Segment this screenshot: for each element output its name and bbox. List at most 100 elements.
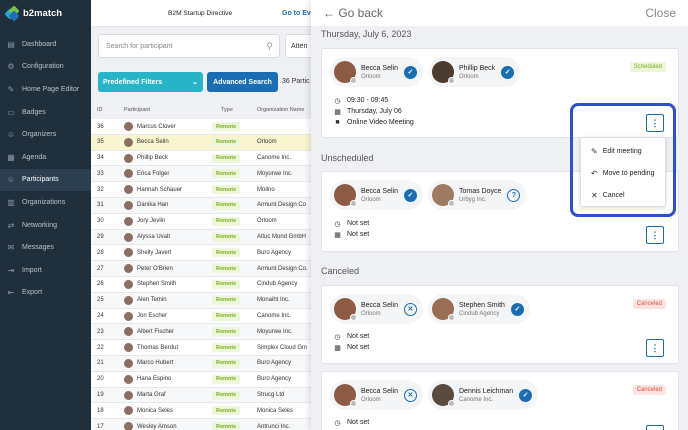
table-row[interactable]: 32 Hannah Schauer Remote Mollno (91, 182, 311, 198)
participant-name[interactable]: Peter O'Brien (137, 265, 173, 272)
canceled-heading: Canceled (321, 266, 360, 276)
participant-name[interactable]: Alyssa Uvalt (137, 234, 171, 241)
calendar-icon: ▦ (334, 344, 341, 352)
table-row[interactable]: 27 Peter O'Brien Remote Armunt Design Co. (91, 261, 311, 277)
more-options-button[interactable]: ⋮ (646, 339, 664, 357)
row-id: 32 (97, 186, 104, 193)
attendance-select[interactable]: Atten (285, 34, 311, 58)
participant-name[interactable]: Marco Hubert (137, 360, 174, 367)
close-button[interactable]: Close (645, 6, 676, 20)
participant-name[interactable]: Marta Graf (137, 392, 166, 399)
avatar (124, 169, 133, 179)
row-id: 24 (97, 313, 104, 320)
participant-chip[interactable]: Becca Selin Orloom ✓ (330, 180, 423, 210)
more-options-button[interactable]: ⋮ (646, 114, 664, 132)
search-input[interactable]: Search for participant ⚲ (98, 34, 280, 58)
sidebar-item-organizations[interactable]: ▥ Organizations (0, 191, 91, 214)
sidebar-item-configuration[interactable]: ⚙ Configuration (0, 56, 91, 79)
table-row[interactable]: 20 Hana Espino Remote Buro Agency (91, 371, 311, 388)
participant-name[interactable]: Alen Temin (137, 297, 167, 304)
table-row[interactable]: 17 Wesley Amson Remote Antrunci Inc. (91, 419, 311, 430)
edit-meeting-menu-item[interactable]: ✎ Edit meeting (591, 147, 642, 156)
sidebar-item-home-page-editor[interactable]: ✎ Home Page Editor (0, 78, 91, 101)
table-row[interactable]: 19 Marta Graf Remote Strucg Ltd (91, 387, 311, 404)
status-badge: Scheduled (629, 62, 666, 72)
participant-chip[interactable]: Becca Selin Orloom ✕ (330, 294, 423, 324)
sidebar-item-networking[interactable]: ⇄ Networking (0, 214, 91, 237)
table-row[interactable]: 24 Jon Escher Remote Canome Inc. (91, 308, 311, 325)
table-row[interactable]: 25 Alen Temin Remote Monaiht Inc. (91, 292, 311, 309)
table-row[interactable]: 26 Stephen Smith Remote Cindub Agency (91, 276, 311, 293)
participant-chip[interactable]: Tomas Doyce Urbyg Inc. ? (428, 180, 527, 210)
sidebar-item-dashboard[interactable]: ▤ Dashboard (0, 33, 91, 56)
participant-name[interactable]: Jon Escher (137, 313, 168, 320)
sidebar-item-participants[interactable]: ☺ Participants (0, 168, 91, 192)
sidebar-item-badges[interactable]: ▭ Badges (0, 101, 91, 124)
status-badge: Canceled (632, 299, 666, 309)
table-row[interactable]: 18 Monica Seles Remote Monica Seles (91, 403, 311, 420)
participant-name[interactable]: Wesley Amson (137, 423, 177, 430)
participant-name[interactable]: Thomas Berdut (137, 344, 179, 351)
table-row[interactable]: 29 Alyssa Uvalt Remote Altuc Mond GmbH (91, 229, 311, 246)
participant-name[interactable]: Marcus Clover (137, 123, 176, 130)
sidebar-item-agenda[interactable]: ▦ Agenda (0, 146, 91, 169)
cancel-menu-item[interactable]: ✕ Cancel (591, 191, 625, 200)
date-text: Thursday, July 06 (347, 108, 402, 115)
participant-name[interactable]: Erica Folger (137, 170, 170, 177)
participant-org: Cindub Agency (459, 310, 500, 317)
participant-name[interactable]: Monica Seles (137, 407, 174, 414)
badge-icon: ▭ (7, 107, 15, 117)
participant-name[interactable]: Hannah Schauer (137, 186, 183, 193)
time-text: 09:30 - 09:45 (347, 97, 389, 104)
row-id: 20 (97, 376, 104, 383)
participant-chip[interactable]: Stephen Smith Cindub Agency ✓ (428, 294, 530, 324)
sidebar-item-export[interactable]: ⇤ Export (0, 282, 91, 305)
cancel-label: Cancel (602, 192, 625, 199)
header-participant[interactable]: Participant (124, 107, 150, 113)
table-row[interactable]: 34 Phillip Beck Remote Canome Inc. (91, 150, 311, 167)
participant-name[interactable]: Stephen Smith (137, 281, 177, 288)
go-back-button[interactable]: ← Go back (323, 6, 383, 20)
go-to-event-link[interactable]: Go to Ev (282, 9, 311, 17)
participant-name[interactable]: Shelly Javert (137, 249, 172, 256)
type-badge: Remote (212, 264, 241, 274)
more-options-button[interactable]: ⋮ (646, 226, 664, 244)
avatar (334, 384, 357, 407)
participant-name[interactable]: Albert Fischer (137, 328, 175, 335)
row-id: 26 (97, 281, 104, 288)
participant-chip[interactable]: Becca Selin Orloom ✓ (330, 57, 423, 87)
table-row[interactable]: 21 Marco Hubert Remote Buro Agency (91, 355, 311, 372)
table-row[interactable]: 36 Marcus Clover Remote (91, 119, 311, 135)
meeting-date: ▦ Thursday, July 06 (334, 108, 402, 116)
sidebar-item-import[interactable]: ⇥ Import (0, 259, 91, 282)
logo[interactable]: b2match (0, 0, 91, 27)
participant-chip[interactable]: Dennis Leichman Canome Inc. ✓ (428, 380, 539, 410)
organization-name: Moyurwe Inc. (257, 170, 293, 177)
table-row[interactable]: 33 Erica Folger Remote Moyurwe Inc. (91, 166, 311, 183)
organization-name: Buro Agency (257, 249, 292, 256)
table-row[interactable]: 28 Shelly Javert Remote Buro Agency (91, 245, 311, 262)
sidebar-item-organizers[interactable]: ☺ Organizers (0, 123, 91, 146)
participant-org: Canome Inc. (459, 396, 494, 403)
more-options-button[interactable]: ⋮ (646, 425, 664, 430)
table-row[interactable]: 23 Albert Fischer Remote Moyurwe Inc. (91, 324, 311, 341)
table-row[interactable]: 35 Becca Selin Remote Orloom (91, 134, 311, 151)
participant-name[interactable]: Phillip Beck (137, 155, 169, 162)
type-badge: Remote (212, 137, 241, 147)
participant-chip[interactable]: Becca Selin Orloom ✕ (330, 380, 423, 410)
sidebar-item-messages[interactable]: ✉ Messages (0, 236, 91, 259)
participant-name[interactable]: Hana Espino (137, 376, 172, 383)
table-row[interactable]: 31 Danika Han Remote Armunt Design Co (91, 197, 311, 214)
table-row[interactable]: 22 Thomas Berdut Remote Simplex Cloud Gm (91, 340, 311, 356)
advanced-search-button[interactable]: Advanced Search (207, 72, 278, 92)
header-id[interactable]: ID (97, 107, 103, 113)
participant-name[interactable]: Danika Han (137, 202, 169, 209)
table-row[interactable]: 30 Jory Jevlin Remote Orloom (91, 213, 311, 230)
participant-chip[interactable]: Phillip Beck Orloom ✓ (428, 57, 521, 87)
move-to-pending-menu-item[interactable]: ↶ Move to pending (591, 169, 654, 178)
participant-name[interactable]: Jory Jevlin (137, 218, 166, 225)
participant-name[interactable]: Becca Selin (137, 139, 169, 146)
sidebar-item-label: Organizers (22, 131, 57, 139)
predefined-filters-dropdown[interactable]: Predefined Filters ⌄ (98, 72, 203, 92)
highlight-ring (570, 103, 676, 217)
